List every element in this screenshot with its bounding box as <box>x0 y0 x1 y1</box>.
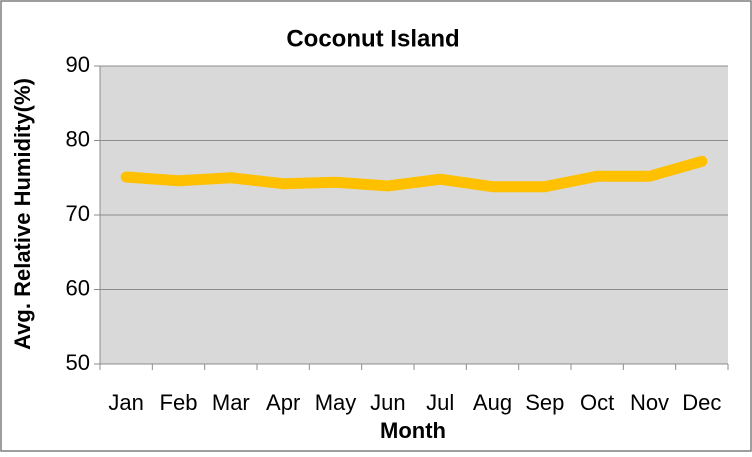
x-tick-label: May <box>315 390 357 415</box>
x-tick-label: Sep <box>525 390 564 415</box>
y-tick-label: 80 <box>66 126 90 151</box>
y-tick-label: 60 <box>66 275 90 300</box>
x-tick-label: Jan <box>108 390 143 415</box>
y-axis-label: Avg. Relative Humidity(%) <box>10 78 35 350</box>
x-tick-label: Nov <box>630 390 669 415</box>
x-tick-label: Jun <box>370 390 405 415</box>
y-tick-label: 90 <box>66 52 90 77</box>
x-axis-label: Month <box>380 418 446 443</box>
chart-title: Coconut Island <box>286 25 459 52</box>
data-line <box>120 155 708 193</box>
x-tick-label: Aug <box>473 390 512 415</box>
x-tick-label: Dec <box>682 390 721 415</box>
x-tick-label: Oct <box>580 390 614 415</box>
y-tick-label: 70 <box>66 201 90 226</box>
x-tick-label: Jul <box>426 390 454 415</box>
x-tick-label: Apr <box>266 390 300 415</box>
y-tick-label: 50 <box>66 350 90 375</box>
x-tick-label: Mar <box>212 390 250 415</box>
x-tick-label: Feb <box>160 390 198 415</box>
